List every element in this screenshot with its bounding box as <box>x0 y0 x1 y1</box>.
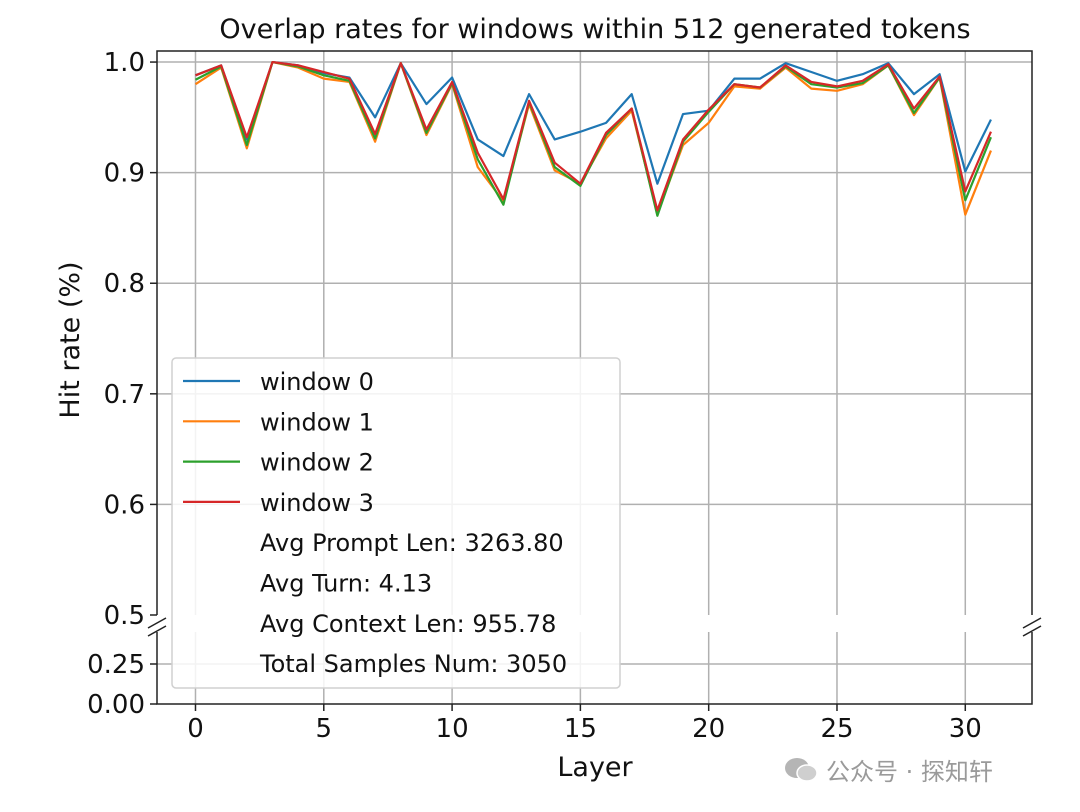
y-tick-label: 1.0 <box>104 48 145 78</box>
y-axis-label: Hit rate (%) <box>55 261 86 418</box>
series-line-window-0 <box>195 60 992 185</box>
lower-axes-frame <box>156 632 1033 705</box>
legend-label: window 3 <box>260 489 374 517</box>
y-tick-label: 0.9 <box>104 159 145 189</box>
legend: window 0 window 1 window 2 window 3 Avg Prom… <box>171 357 621 689</box>
watermark: 公众号 · 探知轩 <box>784 752 993 787</box>
x-tick-label: 5 <box>316 714 333 744</box>
chart-title: Overlap rates for windows within 512 gen… <box>219 14 970 45</box>
legend-label: window 2 <box>260 449 374 477</box>
x-tick-label: 15 <box>564 714 597 744</box>
axis-break-mark <box>147 617 167 629</box>
x-axis-label: Layer <box>557 752 633 783</box>
legend-annotation: Avg Context Len: 955.78 <box>260 610 556 638</box>
axis-break-mark <box>147 625 167 637</box>
y-tick-label: 0.7 <box>104 380 145 410</box>
y-tick-label: 0.25 <box>87 650 145 680</box>
series-line-window-3 <box>195 60 992 212</box>
x-tick-label: 30 <box>949 714 982 744</box>
legend-annotation: Avg Prompt Len: 3263.80 <box>260 529 564 557</box>
x-tick-label: 25 <box>820 714 853 744</box>
y-tick-label: 0.8 <box>104 269 145 299</box>
series-line-window-2 <box>194 60 992 217</box>
axis-break-mark <box>1022 617 1042 629</box>
axis-break-mark <box>1022 625 1042 637</box>
legend-label: window 1 <box>260 408 374 436</box>
y-tick-label: 0.00 <box>87 690 145 720</box>
watermark-text: 公众号 · 探知轩 <box>826 758 993 786</box>
x-tick-label: 0 <box>187 714 204 744</box>
upper-axes-frame <box>156 50 1033 615</box>
x-tick-label: 20 <box>692 714 725 744</box>
y-tick-label: 0.6 <box>104 490 145 520</box>
y-tick-label: 0.5 <box>104 601 145 631</box>
legend-label: window 0 <box>260 368 374 396</box>
wechat-icon <box>784 756 818 784</box>
legend-box <box>171 357 621 689</box>
legend-annotation: Avg Turn: 4.13 <box>260 570 432 598</box>
x-tick-label: 10 <box>436 714 469 744</box>
legend-annotation: Total Samples Num: 3050 <box>259 650 567 678</box>
series-line-window-1 <box>194 60 992 216</box>
